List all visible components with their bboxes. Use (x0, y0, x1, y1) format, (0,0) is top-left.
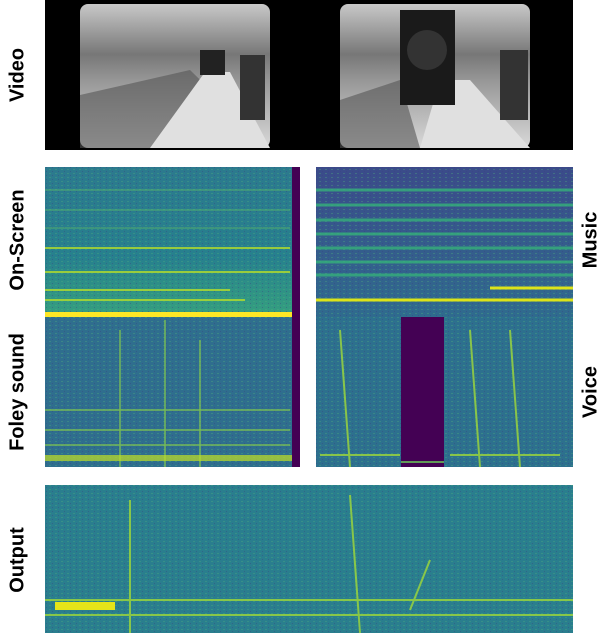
row-label: Voice (579, 366, 601, 418)
row-label: Foley sound (6, 333, 28, 451)
spectrogram (316, 317, 573, 468)
spectrogram (45, 485, 573, 634)
row-label: On-Screen (6, 189, 28, 290)
video-frame (80, 4, 270, 148)
video-frame (340, 4, 530, 148)
row-label: Output (6, 527, 28, 593)
pad-strip (292, 167, 300, 467)
row-label: Video (6, 48, 28, 102)
row-label: Music (579, 212, 601, 269)
spectrogram (45, 167, 300, 317)
spectrogram (45, 317, 300, 467)
spectrogram (316, 167, 573, 317)
